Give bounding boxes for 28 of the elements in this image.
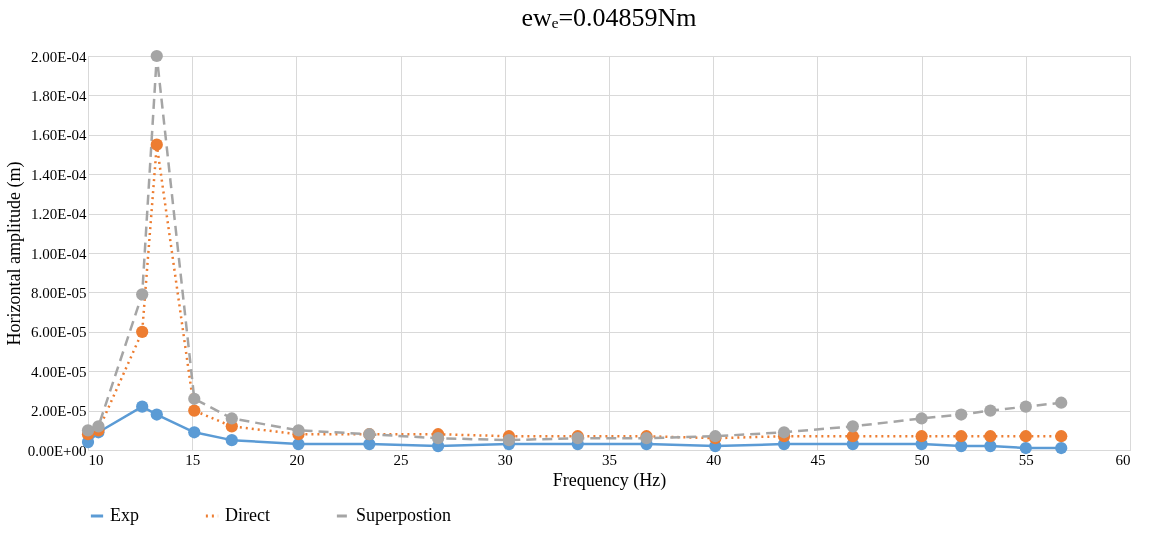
y-tick-label: 1.20E-04 [31, 206, 87, 223]
x-tick-label: 55 [1018, 451, 1034, 468]
x-tick-label: 30 [497, 451, 513, 468]
y-tick-label: 1.40E-04 [31, 166, 87, 183]
x-axis-title: Frequency (Hz) [552, 469, 667, 491]
y-tick-label: 1.60E-04 [31, 127, 87, 144]
x-tick-label: 40 [706, 451, 722, 468]
y-tick-label: 1.80E-04 [31, 87, 87, 104]
x-tick-label: 50 [914, 451, 930, 468]
legend-label: Direct [225, 505, 270, 525]
legend-label: Exp [110, 505, 139, 525]
y-tick-label: 6.00E-05 [31, 324, 87, 341]
x-tick-label: 45 [810, 451, 826, 468]
legend-label: Superpostion [356, 505, 452, 525]
y-tick-label: 8.00E-05 [31, 284, 87, 301]
y-tick-label: 4.00E-05 [31, 363, 87, 380]
x-tick-label: 10 [88, 451, 104, 468]
x-tick-label: 60 [1115, 451, 1131, 468]
y-tick-label: 2.00E-04 [31, 48, 87, 65]
y-tick-label: 0.00E+00 [27, 442, 87, 459]
x-tick-label: 20 [289, 451, 305, 468]
y-tick-label: 2.00E-05 [31, 403, 87, 420]
x-tick-label: 35 [602, 451, 617, 468]
y-axis-title: Horizontal amplitude (m) [3, 161, 25, 346]
chart-title: ewₑ=0.04859Nm [521, 3, 697, 32]
y-tick-label: 1.00E-04 [31, 245, 87, 262]
x-tick-label: 15 [185, 451, 201, 468]
x-tick-label: 25 [393, 451, 409, 468]
